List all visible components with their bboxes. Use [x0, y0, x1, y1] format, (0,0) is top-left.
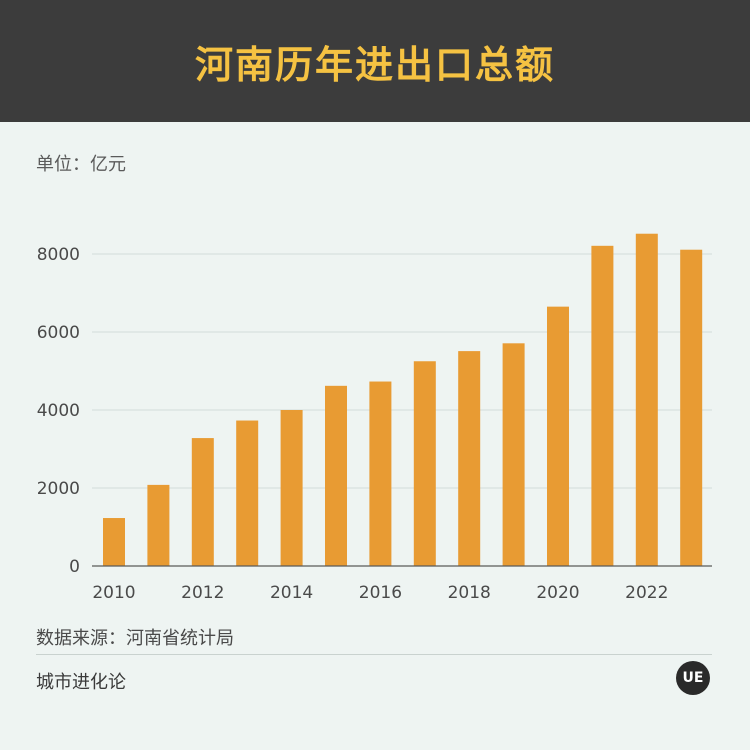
bar-2011	[147, 484, 170, 566]
bar-2012	[191, 438, 214, 566]
bar-2017	[413, 361, 436, 566]
bar-2010	[103, 518, 125, 566]
bar-2019	[502, 343, 525, 566]
bar-2021	[591, 245, 614, 566]
bar-2014	[280, 410, 303, 566]
bar-2020	[547, 306, 569, 566]
bar-2023	[680, 249, 703, 566]
x-tick-label: 2012	[181, 583, 224, 603]
unit-label: 单位：亿元	[36, 154, 126, 175]
x-tick-label: 2010	[92, 583, 135, 603]
x-tick-label: 2022	[625, 583, 668, 603]
bar-2018	[458, 351, 481, 566]
y-tick-label: 6000	[37, 323, 80, 343]
bar-2013	[236, 420, 259, 566]
brand-logo: UE	[676, 661, 710, 695]
x-tick-label: 2016	[359, 583, 402, 603]
x-tick-label: 2020	[536, 583, 579, 603]
y-tick-label: 8000	[37, 245, 80, 265]
footer-divider	[36, 654, 712, 655]
y-tick-label: 2000	[37, 479, 80, 499]
bar-2022	[635, 233, 658, 566]
title-banner: 河南历年进出口总额	[0, 0, 750, 122]
bar-2016	[369, 381, 392, 566]
y-tick-label: 4000	[37, 401, 80, 421]
y-tick-label: 0	[69, 557, 80, 577]
brand-label: 城市进化论	[36, 672, 126, 693]
bar-2015	[325, 385, 347, 566]
source-label: 数据来源：河南省统计局	[36, 628, 234, 649]
page-title: 河南历年进出口总额	[194, 42, 555, 87]
x-tick-label: 2018	[448, 583, 491, 603]
x-tick-label: 2014	[270, 583, 313, 603]
